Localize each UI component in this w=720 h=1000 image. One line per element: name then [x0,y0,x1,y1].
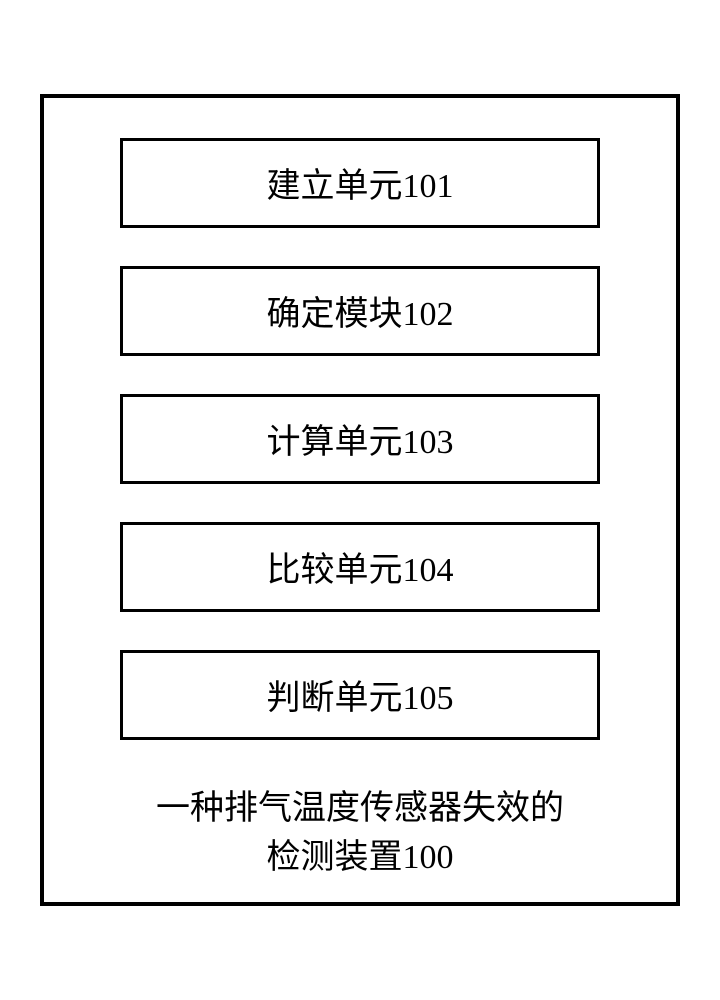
unit-box-calculate: 计算单元103 [120,394,600,484]
unit-box-establish: 建立单元101 [120,138,600,228]
unit-box-compare: 比较单元104 [120,522,600,612]
unit-box-determine: 确定模块102 [120,266,600,356]
device-caption: 一种排气温度传感器失效的 检测装置100 [156,784,564,883]
device-container: 建立单元101 确定模块102 计算单元103 比较单元104 判断单元105 … [40,94,680,907]
caption-line-1: 一种排气温度传感器失效的 [156,784,564,833]
caption-line-2: 检测装置100 [156,833,564,882]
unit-label: 计算单元103 [267,414,454,463]
unit-box-judge: 判断单元105 [120,650,600,740]
unit-label: 建立单元101 [267,158,454,207]
unit-label: 判断单元105 [267,670,454,719]
unit-label: 确定模块102 [267,286,454,335]
unit-label: 比较单元104 [267,542,454,591]
